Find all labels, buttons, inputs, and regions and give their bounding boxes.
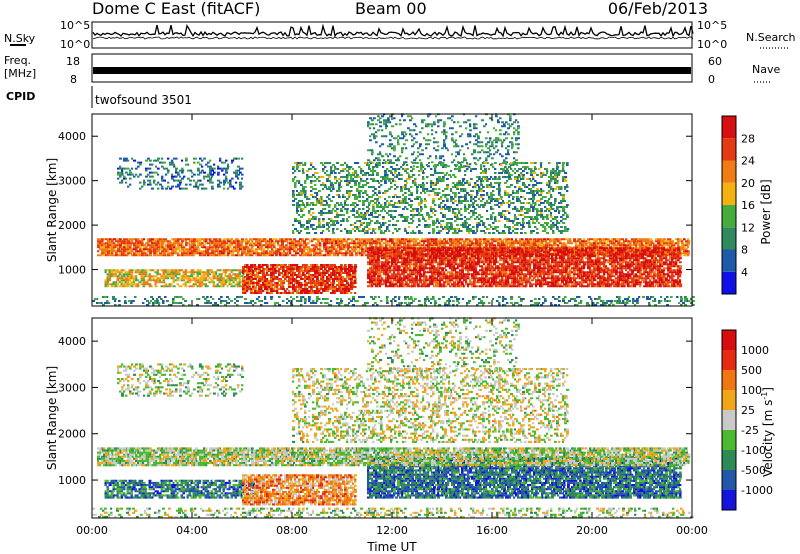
velocity-colorbar-swatch — [722, 350, 736, 370]
velocity-ytick-label: 3000 — [58, 381, 86, 394]
power-colorbar-label: Power [dB] — [759, 179, 773, 244]
velocity-colorbar-swatch — [722, 450, 736, 470]
freq-tick-high: 18 — [66, 55, 80, 68]
power-ytick-label: 2000 — [58, 219, 86, 232]
nsearch-tick-low: 10^0 — [697, 38, 727, 51]
velocity-cells-color-2 — [97, 317, 689, 518]
power-colorbar-swatch — [722, 271, 736, 294]
velocity-xtick-label: 00:00 — [676, 524, 708, 537]
power-colorbar-swatch — [722, 182, 736, 205]
velocity-colorbar-swatch — [722, 430, 736, 450]
velocity-colorbar-tick: -1000 — [741, 484, 773, 497]
velocity-colorbar-swatch — [722, 370, 736, 390]
velocity-colorbar-tick: 25 — [741, 404, 755, 417]
velocity-colorbar-frame — [721, 329, 737, 511]
nsky-label: N.Sky — [4, 32, 36, 45]
velocity-xtick-label: 20:00 — [576, 524, 608, 537]
velocity-ylabel: Slant Range [km] — [45, 366, 59, 470]
power-colorbar-tick: 16 — [741, 199, 755, 212]
velocity-ytick-label: 4000 — [58, 335, 86, 348]
power-cells-color-6 — [97, 238, 690, 294]
velocity-colorbar-tick: -25 — [741, 424, 759, 437]
velocity-xtick-label: 12:00 — [376, 524, 408, 537]
power-colorbar-swatch — [722, 249, 736, 272]
power-colorbar: 4 8 12 16 20 24 28 — [721, 115, 755, 295]
beam-label: Beam 00 — [355, 0, 427, 18]
velocity-colorbar-tick: -100 — [741, 444, 766, 457]
velocity-colorbar-tick: 1000 — [741, 344, 769, 357]
power-colorbar-tick: 12 — [741, 221, 755, 234]
velocity-axes: 1000 2000 3000 4000 00:00 04:00 08:00 12:00 16:0… — [58, 318, 708, 537]
velocity-ytick-label: 2000 — [58, 428, 86, 441]
velocity-xtick-label: 04:00 — [176, 524, 208, 537]
nsky-tick-low: 10^0 — [60, 38, 90, 51]
power-colorbar-swatch — [722, 227, 736, 250]
power-colorbar-swatch — [722, 138, 736, 161]
velocity-colorbar-swatch — [722, 470, 736, 490]
velocity-colorbar-tick: 100 — [741, 384, 762, 397]
velocity-xtick-label: 16:00 — [476, 524, 508, 537]
power-cells-color-7 — [109, 238, 688, 294]
power-colorbar-swatch — [722, 116, 736, 139]
velocity-colorbar-swatch — [722, 330, 736, 350]
freq-tick-low: 8 — [70, 73, 77, 86]
freq-frame — [91, 53, 693, 83]
velocity-colorbar-tick: 500 — [741, 364, 762, 377]
freq-panel: Freq. [MHz] 18 8 60 0 Nave — [4, 53, 780, 86]
velocity-xtick-label: 00:00 — [76, 524, 108, 537]
nsky-tick-high: 10^5 — [60, 19, 90, 32]
power-cells-color-0 — [117, 157, 242, 190]
velocity-cells-color-6 — [242, 368, 559, 506]
velocity-heatmap-cells — [92, 317, 695, 518]
velocity-xtick-label: 08:00 — [276, 524, 308, 537]
power-colorbar-tick: 8 — [741, 244, 748, 257]
velocity-colorbar-swatch — [722, 490, 736, 510]
power-colorbar-tick: 20 — [741, 177, 755, 190]
nsearch-label: N.Search — [746, 31, 796, 44]
cpid-label: CPID — [6, 90, 35, 103]
freq-label: Freq. — [4, 54, 31, 67]
nsearch-trace — [92, 36, 694, 40]
nave-label: Nave — [752, 63, 780, 76]
power-ylabel: Slant Range [km] — [45, 158, 59, 262]
velocity-colorbar-tick: -500 — [741, 464, 766, 477]
station-title: Dome C East (fitACF) — [92, 0, 260, 18]
freq-unit: [MHz] — [4, 67, 36, 80]
velocity-panel: 1000 2000 3000 4000 00:00 04:00 08:00 12:00 16:0… — [45, 317, 708, 554]
power-cells-color-4 — [99, 162, 690, 288]
power-axes: 1000 2000 3000 4000 — [58, 114, 693, 306]
power-ytick-label: 4000 — [58, 130, 86, 143]
nave-tick-high: 60 — [708, 55, 722, 68]
power-colorbar-tick: 28 — [741, 132, 755, 145]
time-axis-label: Time UT — [366, 540, 417, 554]
power-colorbar-tick: 4 — [741, 266, 748, 279]
nsky-panel: N.Sky 10^5 10^0 10^5 10^0 N.Search — [4, 19, 796, 51]
power-colorbar-swatch — [722, 160, 736, 183]
nave-tick-low: 0 — [708, 73, 715, 86]
power-panel: 1000 2000 3000 4000 Slant Range [km] — [45, 113, 695, 307]
power-heatmap-cells — [92, 113, 695, 306]
power-colorbar-swatch — [722, 205, 736, 228]
freq-trace — [93, 67, 691, 74]
velocity-cells-color-7 — [242, 474, 357, 506]
velocity-colorbar: 1000 500 100 25 -25 -100 -500 -1000 — [721, 329, 773, 511]
cpid-text: twofsound 3501 — [95, 93, 192, 107]
velocity-colorbar-swatch — [722, 410, 736, 430]
power-colorbar-tick: 24 — [741, 155, 755, 168]
nsky-trace — [92, 23, 694, 38]
velocity-ytick-label: 1000 — [58, 474, 86, 487]
power-ytick-label: 3000 — [58, 175, 86, 188]
velocity-colorbar-label: Velocity [m s-1] — [760, 387, 775, 477]
nsky-frame — [91, 21, 693, 49]
velocity-colorbar-swatch — [722, 390, 736, 410]
power-ytick-label: 1000 — [58, 264, 86, 277]
nsearch-tick-high: 10^5 — [697, 19, 727, 32]
date-label: 06/Feb/2013 — [608, 0, 708, 18]
power-colorbar-frame — [721, 115, 737, 295]
